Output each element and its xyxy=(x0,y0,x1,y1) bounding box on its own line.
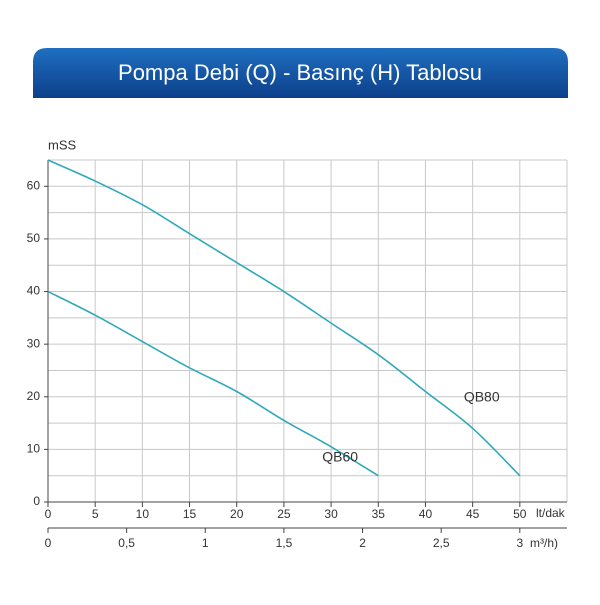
x-tick-label: 20 xyxy=(230,507,244,521)
x-tick-label: 40 xyxy=(419,507,433,521)
y-tick-label: 0 xyxy=(33,494,40,508)
y-axis-label: mSS xyxy=(48,137,77,152)
x-axis-label: lt/dak xyxy=(536,506,566,520)
x-tick-label: 35 xyxy=(372,507,386,521)
x2-axis-label: m³/h) xyxy=(530,536,558,550)
y-tick-label: 20 xyxy=(27,389,41,403)
x2-tick-label: 0 xyxy=(45,536,52,550)
x2-tick-label: 2,5 xyxy=(433,536,450,550)
y-tick-label: 10 xyxy=(27,442,41,456)
series-label: QB60 xyxy=(322,448,358,464)
x-tick-label: 50 xyxy=(513,507,527,521)
title-banner xyxy=(33,48,568,98)
y-tick-label: 60 xyxy=(27,178,41,192)
y-tick-label: 30 xyxy=(27,336,41,350)
x-tick-label: 45 xyxy=(466,507,480,521)
x2-tick-label: 2 xyxy=(359,536,366,550)
series-line xyxy=(47,290,379,477)
x-tick-label: 25 xyxy=(277,507,291,521)
series-label: QB80 xyxy=(464,388,500,404)
y-tick-label: 40 xyxy=(27,284,41,298)
y-tick-label: 50 xyxy=(27,231,41,245)
x-tick-label: 0 xyxy=(45,507,52,521)
x2-tick-label: 0,5 xyxy=(118,536,135,550)
x-tick-label: 30 xyxy=(324,507,338,521)
x2-tick-label: 1,5 xyxy=(276,536,293,550)
x2-tick-label: 3 xyxy=(516,536,523,550)
series-line xyxy=(47,159,521,477)
x2-tick-label: 1 xyxy=(202,536,209,550)
x-tick-label: 15 xyxy=(183,507,197,521)
chart-title: Pompa Debi (Q) - Basınç (H) Tablosu xyxy=(118,60,482,85)
x-tick-label: 10 xyxy=(136,507,150,521)
x-tick-label: 5 xyxy=(92,507,99,521)
